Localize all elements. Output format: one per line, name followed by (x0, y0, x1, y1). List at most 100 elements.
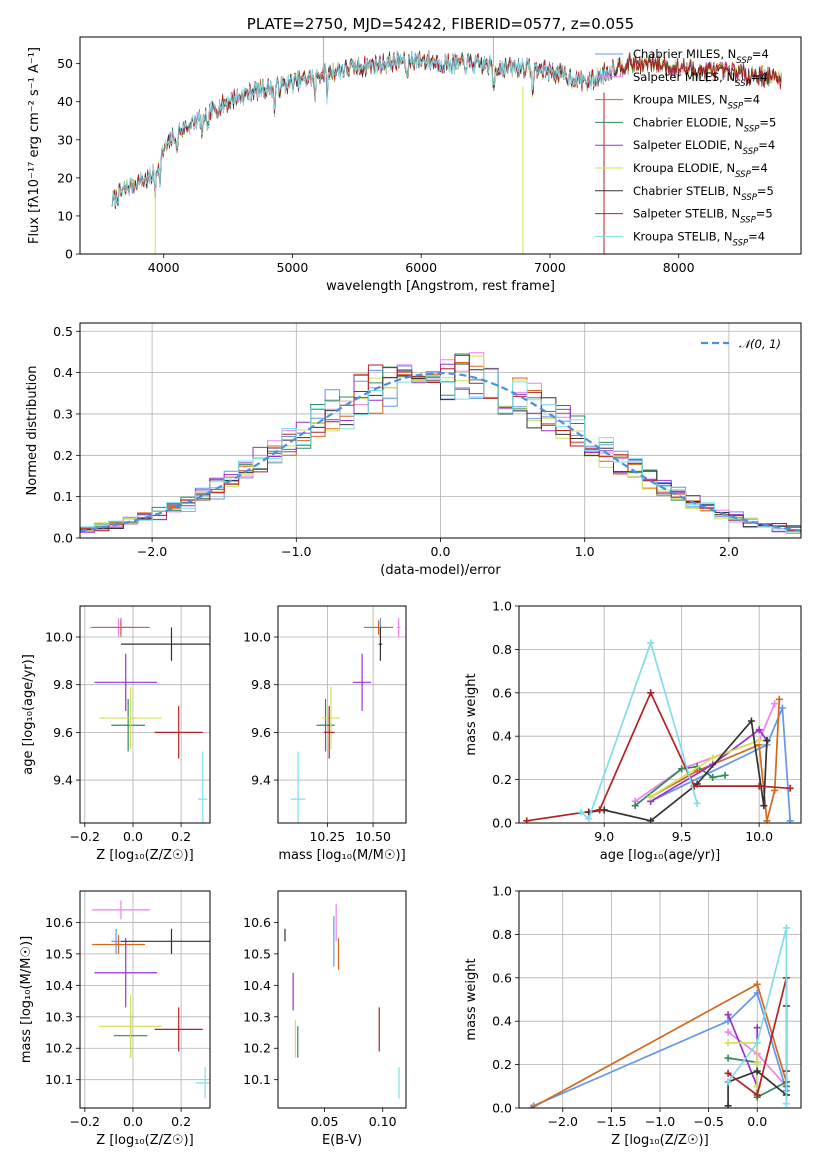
legend-label: Kroupa MILES, N (633, 93, 728, 107)
x-tick-label: −1.5 (596, 1114, 626, 1129)
panel-5: 9.0 9.5 10.0 0.0 0.2 0.4 0.6 0.8 1.0 age [log₁₀(a… (464, 599, 802, 863)
weight-line (533, 991, 788, 1107)
x-tick-label: 5000 (277, 260, 309, 275)
legend-suffix: =5 (759, 115, 776, 129)
error-point-series-6 (99, 687, 162, 750)
panel-8: −2.0 −1.5 −1.0 −0.5 0.0 0.0 0.2 0.4 0.6 0.8 1.0 Z [… (464, 884, 802, 1148)
error-point-series-4 (316, 699, 335, 752)
weight-series-9 (577, 639, 701, 823)
y-tick-label: 10.1 (45, 1072, 73, 1087)
legend-subscript: SSP (733, 238, 749, 248)
weight-line (526, 690, 791, 822)
axes-frame (277, 605, 407, 824)
histogram-series-7 (80, 363, 801, 531)
weight-marker (782, 924, 790, 932)
weight-line (650, 707, 792, 821)
x-tick-label: −1.0 (281, 544, 311, 559)
y-tick-label: 10.6 (45, 915, 73, 930)
error-point-series-9 (197, 751, 208, 823)
gaussian-curve (80, 371, 801, 532)
error-point-series-5 (94, 653, 158, 711)
chart-title: PLATE=2750, MJD=54242, FIBERID=0577, z=0… (247, 15, 634, 33)
y-tick-label: 0.0 (492, 1101, 512, 1116)
weight-marker (763, 817, 771, 823)
legend-label: Kroupa ELODIE, N (633, 161, 735, 175)
legend-subscript: SSP (736, 56, 752, 66)
x-tick-label: 9.5 (672, 829, 692, 844)
legend-label: Kroupa STELIB, N (633, 229, 733, 243)
y-tick-label: 50 (57, 56, 73, 71)
x-tick-label: 2.0 (719, 544, 739, 559)
legend-suffix: =4 (751, 70, 768, 84)
weight-line (727, 927, 788, 1104)
axes-frame (518, 605, 802, 824)
x-tick-label: −0.5 (693, 1114, 723, 1129)
weight-marker (528, 1104, 536, 1108)
x-tick-label: −1.0 (645, 1114, 675, 1129)
legend-subscript: SSP (735, 170, 751, 180)
error-point-series-8 (154, 706, 203, 759)
axes-frame (79, 36, 802, 255)
weight-marker (786, 784, 794, 792)
weight-marker (771, 786, 779, 794)
panel-1: 4000 5000 6000 7000 8000 0 10 20 30 40 50 wavelengt… (27, 15, 802, 294)
legend-entry: Chabrier STELIB, NSSP=5 (633, 184, 774, 203)
y-tick-label: 0.4 (492, 1014, 512, 1029)
y-tick-label: 10.1 (243, 1072, 271, 1087)
y-tick-label: 9.4 (251, 773, 271, 788)
y-tick-label: 0.6 (492, 685, 512, 700)
weight-series-9 (724, 924, 790, 1108)
legend-subscript: SSP (735, 79, 751, 89)
weight-marker (724, 1078, 732, 1086)
weight-marker (724, 1039, 732, 1047)
legend-subscript: SSP (743, 147, 759, 157)
legend-entry: Chabrier ELODIE, NSSP=5 (633, 115, 776, 134)
panel-2: −2.0 −1.0 0.0 1.0 2.0 0.0 0.1 0.2 0.3 0.4 0.5 (data… (25, 322, 802, 578)
weight-series-8 (523, 689, 794, 823)
legend-label: Chabrier MILES, N (633, 47, 736, 61)
spectrum-series-9 (111, 52, 615, 207)
weight-line (650, 728, 768, 803)
x-axis-label: age [log₁₀(age/yr)] (600, 848, 721, 863)
legend-suffix: =5 (757, 184, 774, 198)
y-tick-label: 9.6 (251, 725, 271, 740)
legend-subscript: SSP (740, 216, 756, 226)
y-tick-label: 0.2 (492, 1057, 512, 1072)
legend-entry: Kroupa MILES, NSSP=4 (633, 93, 760, 112)
panel-6: −0.2 0.0 0.2 10.1 10.2 10.3 10.4 10.5 10.6 Z [log… (19, 890, 211, 1148)
legend-entry: 𝒩(0, 1) (739, 337, 781, 351)
weight-line (650, 699, 781, 822)
y-tick-label: 10.0 (45, 630, 73, 645)
x-tick-label: 0.2 (171, 1114, 191, 1129)
weight-marker (724, 1054, 732, 1062)
weight-marker (709, 773, 717, 781)
weight-marker (753, 1067, 761, 1075)
x-tick-label: 1.0 (575, 544, 595, 559)
legend-label: Chabrier ELODIE, N (633, 115, 744, 129)
y-tick-label: 0.0 (492, 816, 512, 831)
legend-entry: Salpeter ELODIE, NSSP=4 (633, 138, 775, 157)
legend-suffix: =4 (751, 161, 768, 175)
error-point-series-4 (111, 699, 145, 752)
y-tick-label: 0.8 (492, 927, 512, 942)
x-tick-label: −2.0 (548, 1114, 578, 1129)
plot-area (111, 37, 782, 254)
weight-marker (647, 793, 655, 801)
legend-label: Salpeter MILES, N (633, 70, 735, 84)
x-axis-label: Z [log₁₀(Z/Z☉)] (96, 1133, 193, 1148)
y-axis-label: mass weight (464, 958, 479, 1040)
x-tick-label: 0.0 (431, 544, 451, 559)
legend: 𝒩(0, 1) (701, 337, 781, 351)
legend-suffix: =4 (752, 47, 769, 61)
y-tick-label: 10.3 (45, 1009, 73, 1024)
weight-marker (753, 980, 761, 988)
weight-marker (631, 802, 639, 810)
weight-marker (753, 1058, 761, 1066)
y-tick-label: 0.5 (53, 324, 73, 339)
y-tick-label: 0.4 (53, 365, 73, 380)
plot-area (523, 639, 794, 823)
legend-suffix: =4 (758, 138, 775, 152)
y-tick-label: 10.5 (243, 946, 271, 961)
legend-subscript: SSP (728, 102, 744, 112)
